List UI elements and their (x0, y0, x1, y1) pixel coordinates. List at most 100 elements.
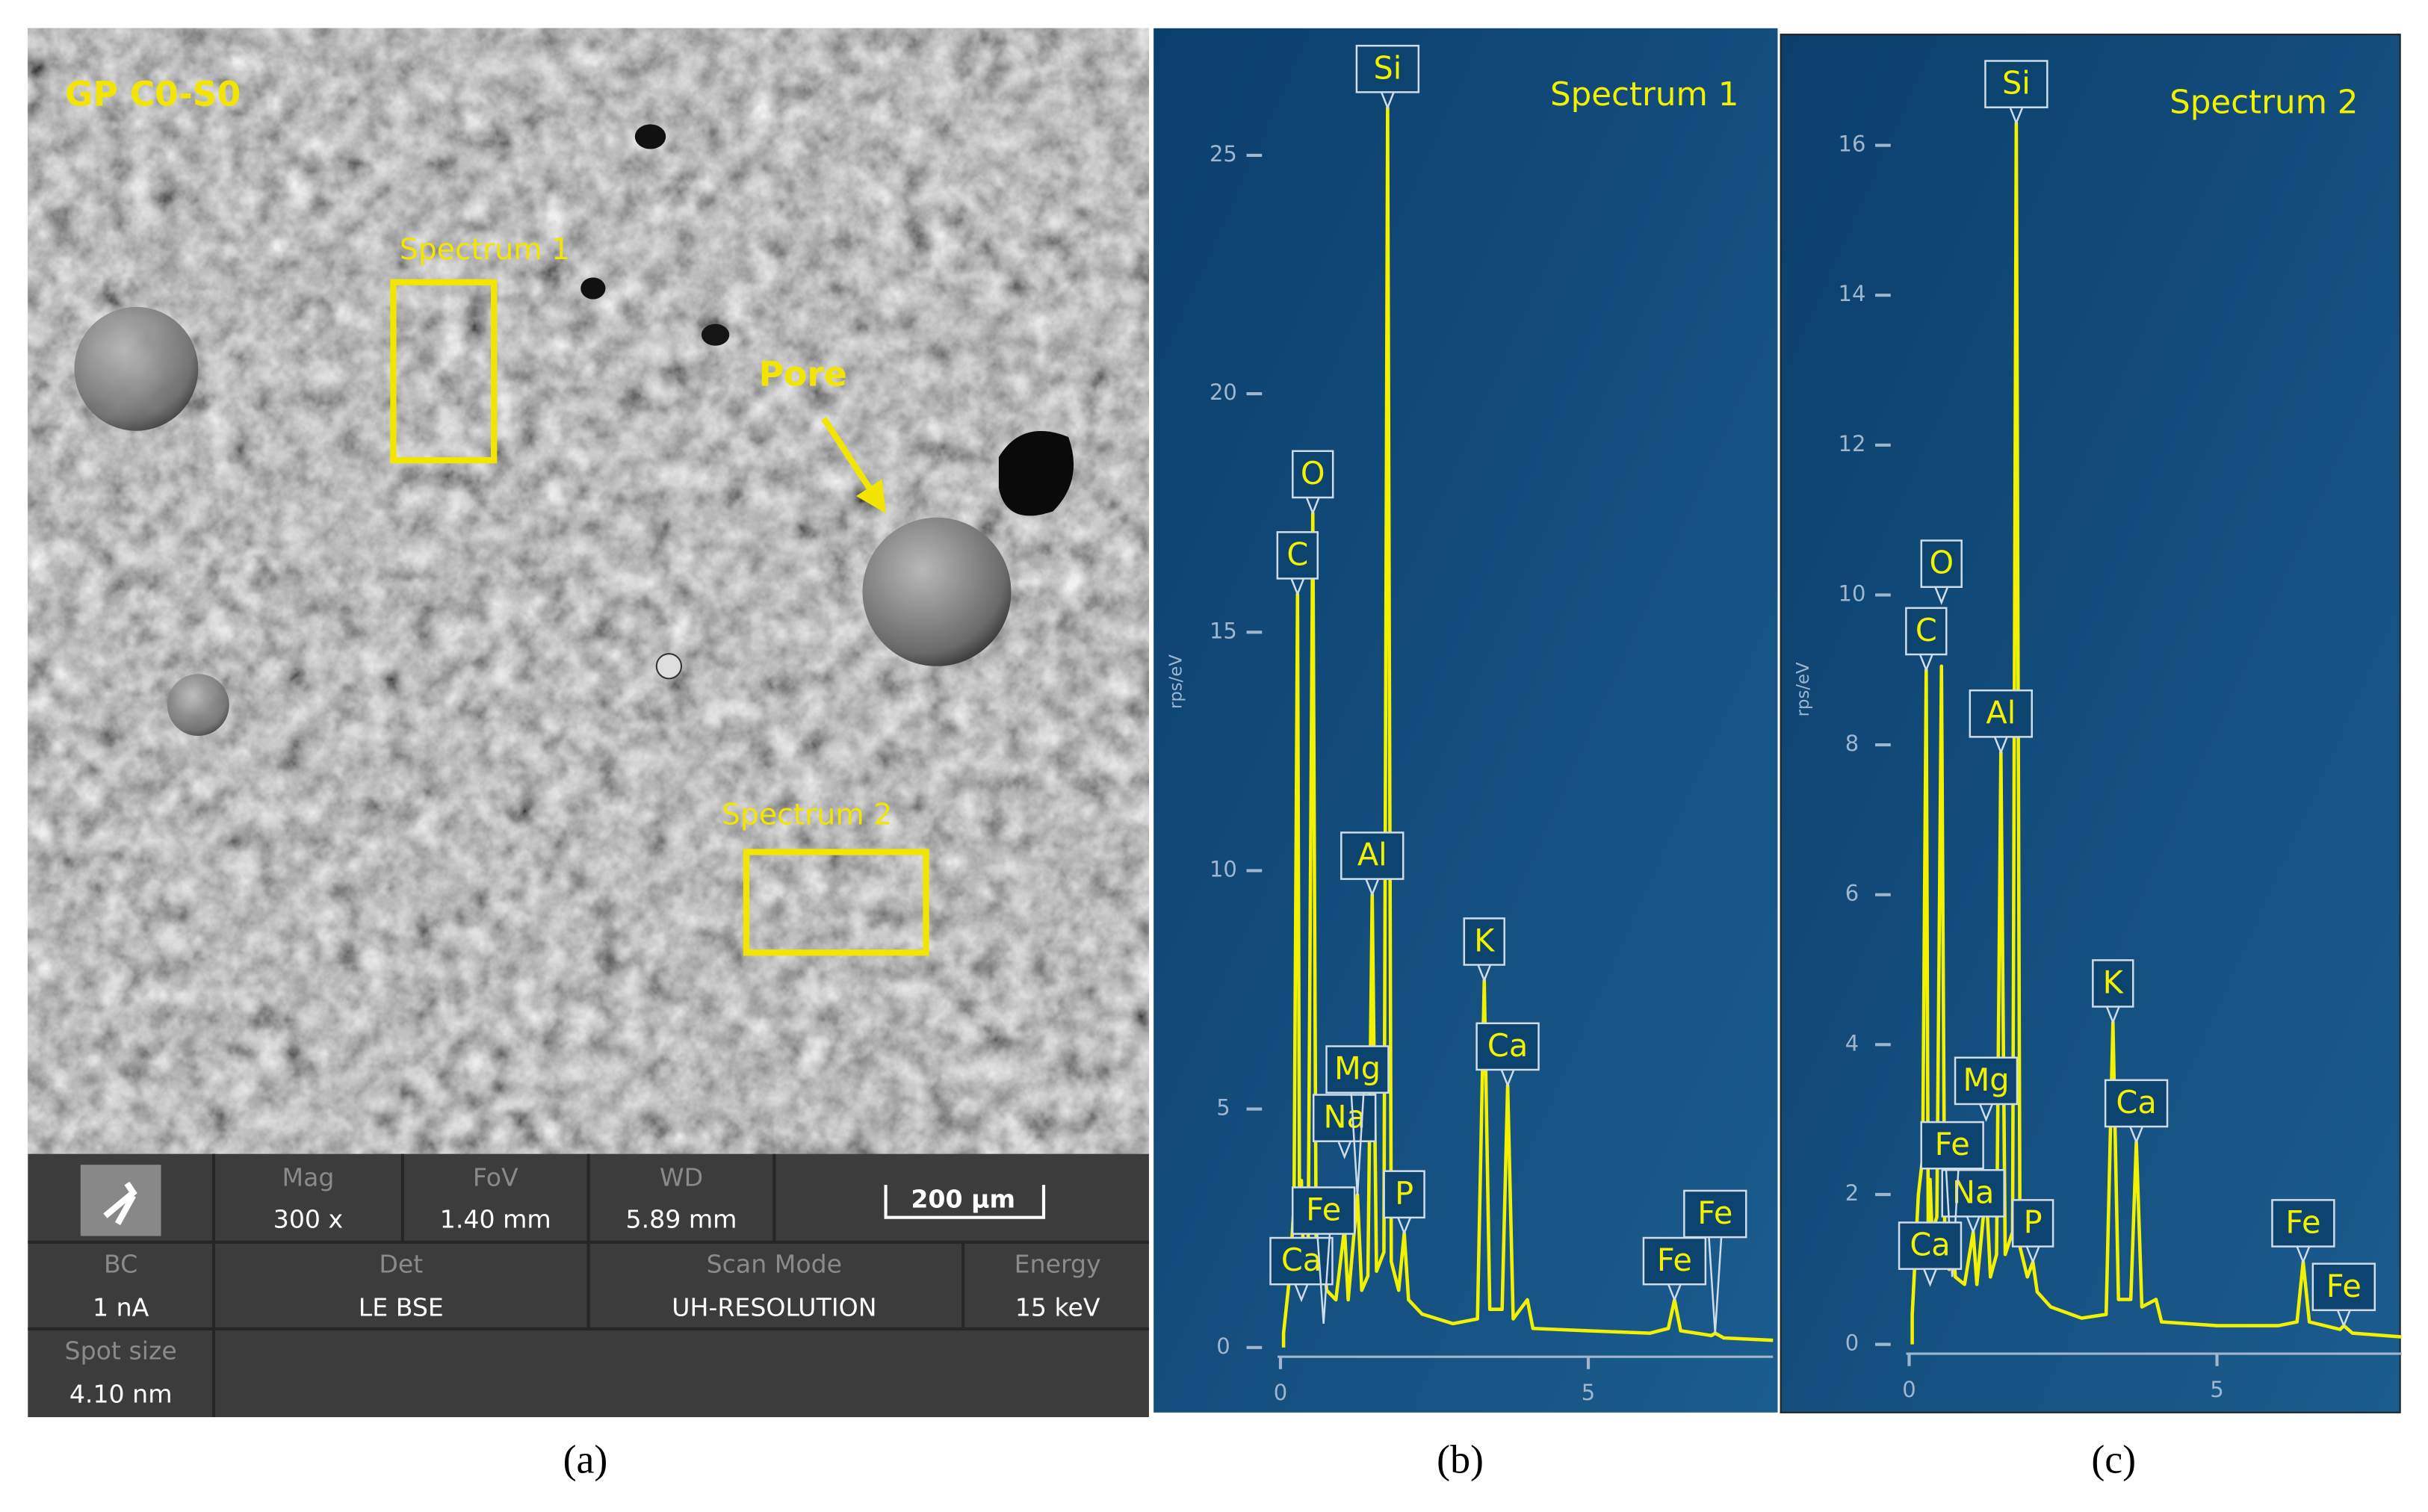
peak-pointer (1290, 578, 1305, 597)
peak-label: Fe (1697, 1195, 1732, 1231)
info-value: 15 keV (1015, 1292, 1100, 1322)
info-value: 4.10 nm (69, 1380, 173, 1409)
x-tick-label: 0 (1902, 1377, 1916, 1402)
peak-pointer (1397, 1217, 1412, 1236)
peak-label: Ca (2116, 1085, 2156, 1121)
peak-label-box (1905, 607, 1948, 656)
peak-pointer (1337, 1141, 1352, 1159)
sphere (655, 653, 683, 680)
info-grid (28, 1153, 1149, 1418)
y-tick-label: 5 (1216, 1095, 1230, 1121)
info-label: Mag (282, 1162, 334, 1192)
peak-label-box (1642, 1236, 1707, 1286)
peak-pointer (1500, 1069, 1515, 1088)
peak-label-box (1954, 1056, 2019, 1106)
annotation: Pore (759, 355, 847, 394)
peak-label-box (1383, 1170, 1425, 1219)
peak-label: Ca (1281, 1242, 1322, 1278)
info-value: 300 x (273, 1204, 343, 1233)
peak-label: C (1916, 613, 1937, 648)
peak-label: Si (1373, 50, 1402, 86)
peak-pointer (1708, 1237, 1723, 1333)
info-label: Energy (1015, 1249, 1101, 1278)
peak-pointer (1945, 1168, 1960, 1277)
info-value: 1 nA (93, 1292, 149, 1322)
y-tick-label: 4 (1845, 1030, 1859, 1056)
peak-pointer (1350, 1092, 1365, 1195)
y-tick-label: 2 (1845, 1180, 1859, 1206)
logo-mark (103, 1181, 137, 1225)
y-tick-label: 12 (1839, 431, 1866, 456)
x-tick-label: 5 (2210, 1377, 2223, 1402)
peak-label: O (1929, 545, 1954, 581)
x-tick-label: 0 (1274, 1380, 1287, 1405)
pore (634, 124, 666, 149)
peak-label-box (1292, 450, 1334, 499)
peak-label-box (1941, 1168, 2005, 1218)
x-tick-label: 5 (1582, 1380, 1595, 1405)
peak-label-box (1340, 831, 1405, 880)
peak-pointer (1966, 1215, 1981, 1235)
caption: (b) (1437, 1437, 1484, 1482)
peak-label: K (2103, 965, 2125, 1001)
y-axis-label: rps/eV (1794, 662, 1813, 716)
peak-pointer (1316, 1233, 1331, 1324)
peak-label: K (1474, 923, 1496, 959)
peak-label: C (1286, 536, 1308, 572)
peak-label-box (1355, 44, 1420, 93)
chart-title: Spectrum 2 (2170, 84, 2358, 121)
info-label: Det (379, 1249, 423, 1278)
info-label: FoV (473, 1162, 518, 1192)
peak-pointer (1934, 586, 1949, 605)
y-tick-label: 14 (1839, 281, 1866, 306)
chart-title: Spectrum 1 (1550, 76, 1738, 114)
peak-pointer (1667, 1283, 1682, 1303)
pore (701, 323, 730, 346)
peak-label-box (1475, 1022, 1540, 1071)
y-tick-label: 16 (1839, 131, 1866, 157)
peak-label: Al (1357, 837, 1387, 873)
peak-label-box (1325, 1045, 1390, 1094)
peak-pointer (2296, 1246, 2311, 1265)
y-tick-label: 25 (1210, 141, 1237, 167)
caption: (a) (563, 1437, 608, 1482)
annotation-arrow (821, 416, 886, 514)
peak-label-box (2092, 959, 2134, 1008)
y-tick-label: 8 (1845, 731, 1859, 756)
peak-pointer (1923, 1268, 1937, 1287)
peak-label-box (1969, 689, 2033, 738)
y-tick-label: 15 (1210, 618, 1237, 643)
peak-label-box (1291, 1186, 1356, 1235)
sphere (167, 674, 229, 737)
peak-label: Ca (1910, 1227, 1950, 1263)
peak-label: Ca (1487, 1028, 1528, 1064)
scale-bar (884, 1185, 1046, 1219)
peak-label: Na (1323, 1100, 1365, 1135)
peak-label: Fe (1306, 1192, 1341, 1228)
y-tick-label: 0 (1845, 1330, 1859, 1356)
sphere (74, 306, 199, 431)
peak-label: P (1395, 1176, 1413, 1212)
region-box (390, 279, 498, 464)
peak-pointer (1380, 91, 1395, 111)
pore (580, 277, 606, 300)
peak-label: Si (2002, 66, 2031, 102)
y-axis-label: rps/eV (1167, 654, 1186, 709)
peak-pointer (2105, 1006, 2120, 1025)
info-label: BC (104, 1249, 137, 1278)
chart-panel (1153, 28, 1778, 1413)
peak-label: Fe (1935, 1127, 1970, 1162)
peak-label: Mg (1963, 1062, 2009, 1098)
peak-label-box (2271, 1199, 2335, 1248)
y-tick-label: 10 (1839, 580, 1866, 606)
y-tick-label: 0 (1216, 1333, 1230, 1359)
pore (998, 430, 1074, 516)
peak-pointer (1294, 1283, 1309, 1303)
peak-label-box (1269, 1236, 1334, 1286)
peak-label-box (1463, 917, 1505, 966)
info-label: Spot size (65, 1336, 177, 1365)
region-box (743, 849, 929, 956)
peak-pointer (2336, 1310, 2351, 1328)
peak-pointer (1477, 964, 1492, 983)
